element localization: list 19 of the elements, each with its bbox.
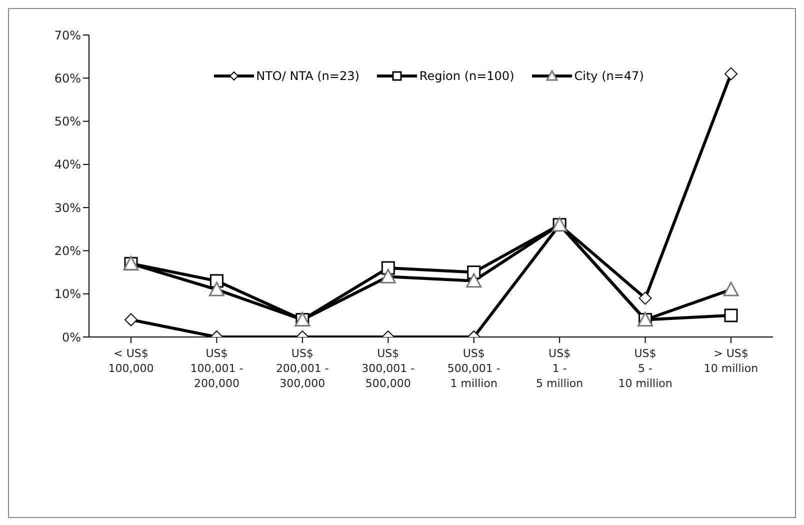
x-tick-label: US$ 100,001 - 200,000: [190, 347, 244, 390]
y-tick-label: 50%: [54, 114, 81, 129]
x-tick-label: US$ 5 - 10 million: [618, 347, 672, 390]
y-tick-label: 0%: [62, 330, 81, 344]
y-tick-label: 30%: [54, 200, 81, 215]
x-tick-label: US$ 500,001 - 1 million: [447, 347, 500, 390]
y-tick-label: 70%: [54, 28, 81, 42]
legend-label: City (n=47): [573, 69, 644, 83]
x-tick-label: US$ 1 - 5 million: [536, 347, 584, 390]
x-tick-label: US$ 300,001 - 500,000: [362, 347, 415, 390]
y-tick-label: 10%: [54, 287, 81, 302]
legend-label: Region (n=100): [418, 69, 514, 83]
legend-label: NTO/ NTA (n=23): [255, 69, 360, 83]
y-tick-label: 40%: [54, 158, 81, 172]
x-tick-label: > US$ 10 million: [704, 347, 758, 375]
y-tick-label: 20%: [54, 244, 81, 258]
x-tick-label: < US$ 100,000: [108, 347, 154, 375]
x-tick-label: US$ 200,001 - 300,000: [276, 347, 329, 390]
y-tick-label: 60%: [54, 71, 81, 86]
